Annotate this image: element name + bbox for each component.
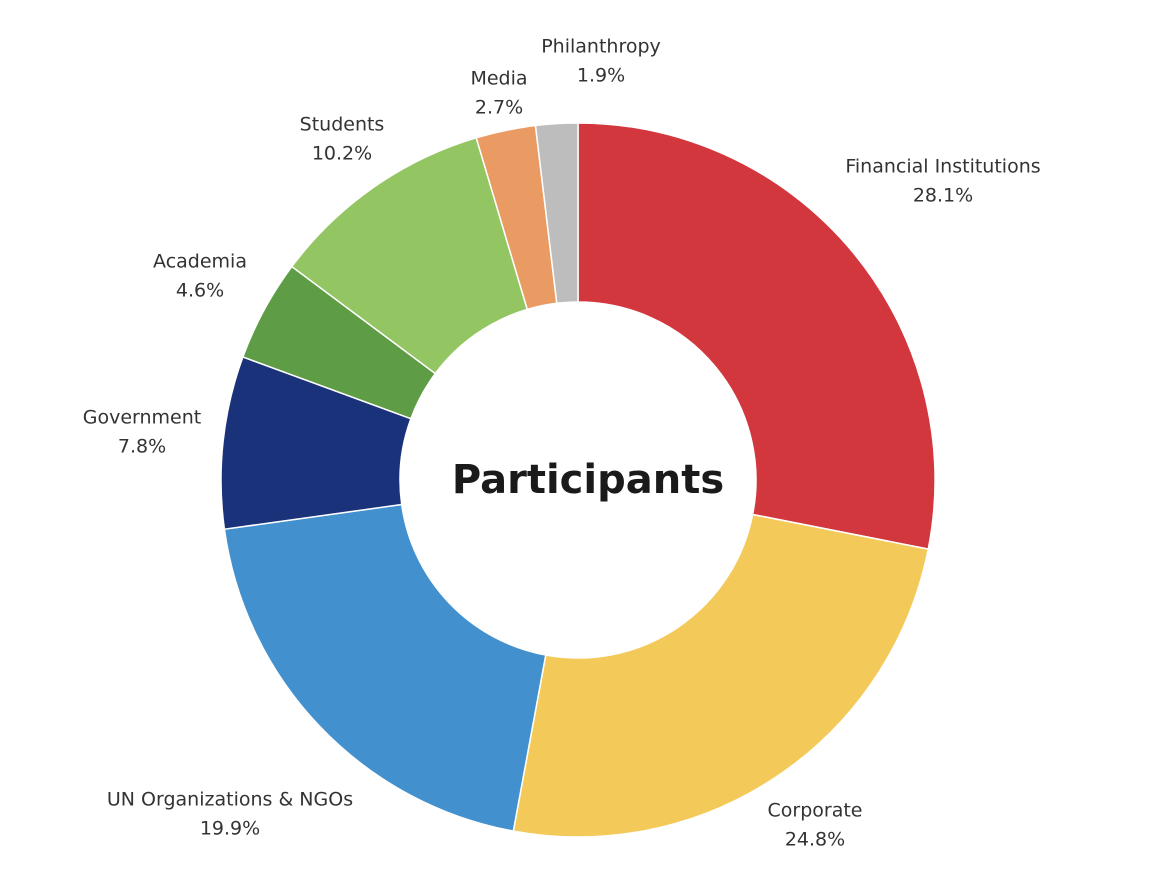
slice-value-label: 19.9%: [200, 818, 260, 840]
slice-label: Government: [83, 407, 202, 429]
slice-value-label: 7.8%: [118, 436, 166, 458]
slice-value-label: 1.9%: [577, 65, 625, 87]
donut-slice: [577, 122, 936, 550]
slice-value-label: 2.7%: [475, 97, 523, 119]
slice-value-label: 24.8%: [785, 829, 845, 851]
chart-title: Participants: [452, 457, 724, 503]
slice-value-label: 28.1%: [913, 185, 973, 207]
slice-value-label: 10.2%: [312, 143, 372, 165]
slice-label: Academia: [153, 251, 247, 273]
donut-slice: [223, 503, 547, 832]
slice-label: Financial Institutions: [845, 156, 1040, 178]
donut-slice: [512, 513, 930, 838]
donut-slice: [534, 122, 579, 305]
slice-label: Corporate: [768, 800, 863, 822]
slice-label: Students: [300, 114, 385, 136]
slice-label: Philanthropy: [541, 36, 661, 58]
slice-value-label: 4.6%: [176, 280, 224, 302]
slice-label: UN Organizations & NGOs: [107, 789, 353, 811]
slice-label: Media: [470, 68, 527, 90]
